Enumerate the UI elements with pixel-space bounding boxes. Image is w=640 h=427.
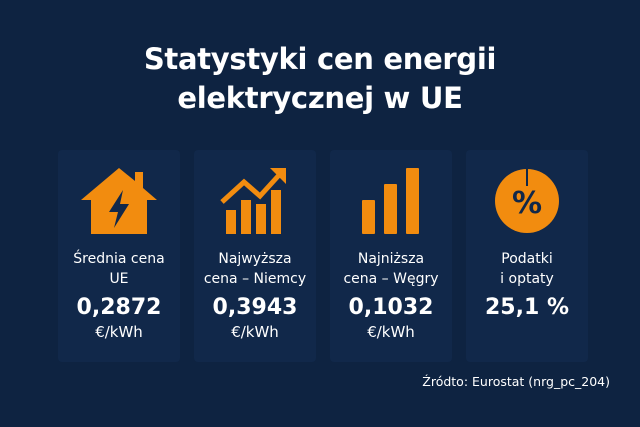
card-highest-price: Najwyższa cena – Niemcy 0,3943 €/kWh <box>194 150 316 362</box>
card-label: Średnia cena UE <box>73 249 164 289</box>
card-taxes: % Podatki i optaty 25,1 % <box>466 150 588 362</box>
trend-up-chart-icon <box>210 165 300 237</box>
card-label-line: Średnia cena <box>73 251 165 267</box>
house-lightning-icon <box>74 165 164 237</box>
card-label-line: cena – Niemcy <box>203 271 307 287</box>
card-value: 0,3943 <box>212 295 298 320</box>
card-label: Podatki i optaty <box>500 249 554 289</box>
card-label-line: UE <box>109 271 129 287</box>
card-label-line: cena – Węgry <box>343 271 439 287</box>
card-label: Najniższa cena – Węgry <box>343 249 438 289</box>
card-lowest-price: Najniższa cena – Węgry 0,1032 €/kWh <box>330 150 452 362</box>
source-note: Źródto: Eurostat (nrg_pc_204) <box>422 374 610 389</box>
svg-text:%: % <box>512 186 542 221</box>
title-line-2: elektrycznej w UE <box>177 81 463 115</box>
card-unit: €/kWh <box>231 323 279 341</box>
card-value: 0,1032 <box>348 295 434 320</box>
stats-cards: Średnia cena UE 0,2872 €/kWh Najwyższa cen… <box>58 150 588 362</box>
card-label-line: i optaty <box>500 271 554 287</box>
card-value: 0,2872 <box>76 295 162 320</box>
card-value: 25,1 % <box>485 295 569 320</box>
card-label: Najwyższa cena – Niemcy <box>204 249 306 289</box>
card-label-line: Najniższa <box>357 251 425 267</box>
page-title: Statystyki cen energii elektrycznej w UE <box>0 40 640 118</box>
card-label-line: Podatki <box>501 251 553 267</box>
percent-pie-icon: % <box>482 165 572 237</box>
card-unit: €/kWh <box>367 323 415 341</box>
title-line-1: Statystyki cen energii <box>143 42 497 76</box>
card-unit: €/kWh <box>95 323 143 341</box>
card-label-line: Najwyższa <box>218 251 292 267</box>
bar-chart-icon <box>346 165 436 237</box>
card-average-price: Średnia cena UE 0,2872 €/kWh <box>58 150 180 362</box>
